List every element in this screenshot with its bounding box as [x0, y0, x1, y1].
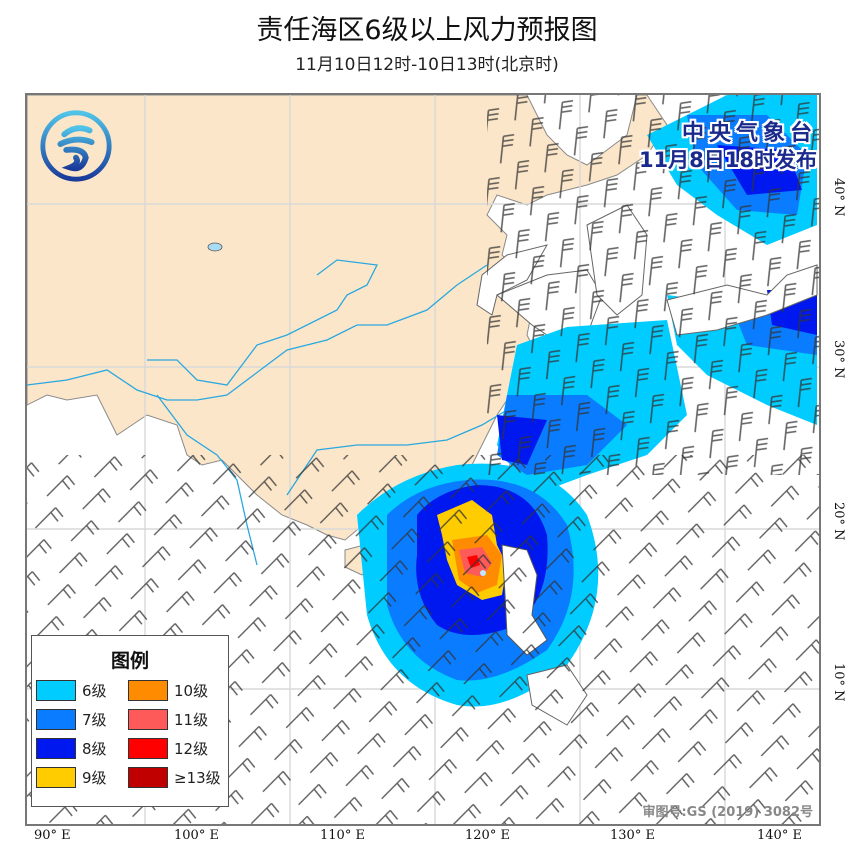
x-tick-100e: 100° E — [174, 828, 219, 843]
legend-label: 11级 — [174, 711, 209, 729]
y-tick-40n: 40° N — [831, 178, 846, 217]
issuer-block: 中央气象台 11月8日18时发布 — [639, 121, 817, 173]
map-approval-number: 审图号:GS (2019) 3082号 — [642, 805, 813, 820]
map-canvas — [27, 95, 819, 824]
wind-barbs-north — [487, 95, 819, 475]
issuer-agency: 中央气象台 — [681, 121, 817, 146]
legend-label: 10级 — [174, 682, 209, 700]
legend-swatch-force-8 — [36, 738, 76, 759]
legend-swatch-force-11 — [128, 709, 168, 730]
legend-box: 图例 6级 10级 7级 11级 8级 12级 9级 ≥13级 — [31, 635, 229, 807]
y-tick-20n: 20° N — [831, 502, 846, 541]
page-title: 责任海区6级以上风力预报图 — [256, 15, 598, 46]
legend-swatch-force-10 — [128, 680, 168, 701]
cma-logo-icon — [40, 110, 112, 182]
legend-swatch-force-12 — [128, 738, 168, 759]
legend-swatch-force-6 — [36, 680, 76, 701]
wind-forecast-map: 中央气象台 11月8日18时发布 图例 6级 10级 7级 11级 8级 12级… — [25, 93, 821, 826]
legend-label: 6级 — [82, 682, 107, 700]
x-tick-120e: 120° E — [465, 828, 510, 843]
legend-label: 8级 — [82, 740, 107, 758]
legend-swatch-force-7 — [36, 709, 76, 730]
legend-swatch-force-13 — [128, 767, 168, 788]
x-tick-140e: 140° E — [757, 828, 802, 843]
y-tick-10n: 10° N — [831, 663, 846, 702]
legend-swatch-force-9 — [36, 767, 76, 788]
legend-label: 9级 — [82, 769, 107, 787]
legend-label: 7级 — [82, 711, 107, 729]
page-subtitle: 11月10日12时-10日13时(北京时) — [295, 55, 559, 75]
legend-label: 12级 — [174, 740, 209, 758]
x-tick-110e: 110° E — [320, 828, 365, 843]
qinghai-lake — [207, 242, 223, 252]
x-tick-130e: 130° E — [610, 828, 655, 843]
legend-label: ≥13级 — [174, 769, 221, 787]
x-tick-90e: 90° E — [34, 828, 71, 843]
legend-title: 图例 — [110, 650, 149, 672]
issue-time: 11月8日18时发布 — [638, 148, 817, 172]
y-tick-30n: 30° N — [831, 340, 846, 379]
legend-grid: 6级 10级 7级 11级 8级 12级 9级 ≥13级 — [36, 680, 228, 788]
